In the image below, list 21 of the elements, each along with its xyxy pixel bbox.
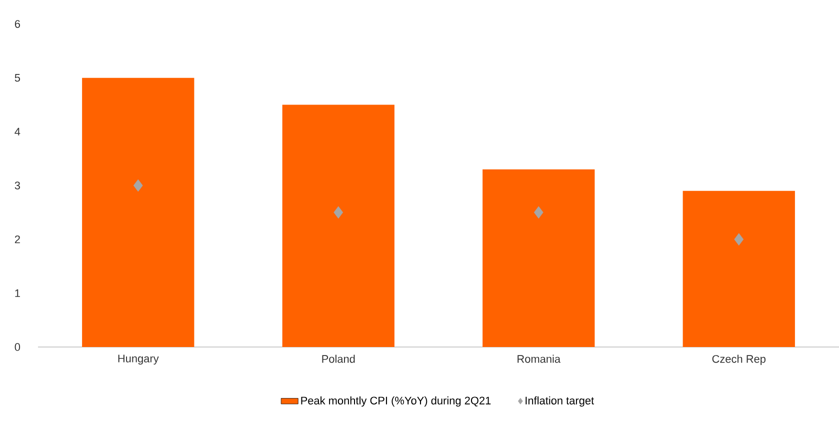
y-tick-label: 2 xyxy=(14,236,20,244)
legend-label: Inflation target xyxy=(526,396,594,407)
y-tick-label: 3 xyxy=(14,182,20,190)
point xyxy=(734,233,744,246)
bar xyxy=(682,190,795,347)
point xyxy=(534,206,544,219)
x-tick-label: Romania xyxy=(518,354,561,363)
x-tick-label: Czech Rep xyxy=(712,354,766,365)
y-tick-label: 5 xyxy=(14,74,20,82)
y-tick-label: 1 xyxy=(15,289,20,297)
point xyxy=(334,206,344,219)
bar xyxy=(482,169,595,347)
x-tick-label: Poland xyxy=(322,354,355,363)
bar xyxy=(282,104,394,347)
y-tick-label: 6 xyxy=(14,20,20,28)
x-tick-label: Hungary xyxy=(118,354,159,365)
point xyxy=(133,179,143,192)
legend-label: Peak monhtly CPI (%YoY) during 2Q21 xyxy=(301,396,491,407)
y-tick-label: 0 xyxy=(14,343,20,351)
bar xyxy=(82,78,194,347)
y-tick-label: 4 xyxy=(14,128,20,136)
